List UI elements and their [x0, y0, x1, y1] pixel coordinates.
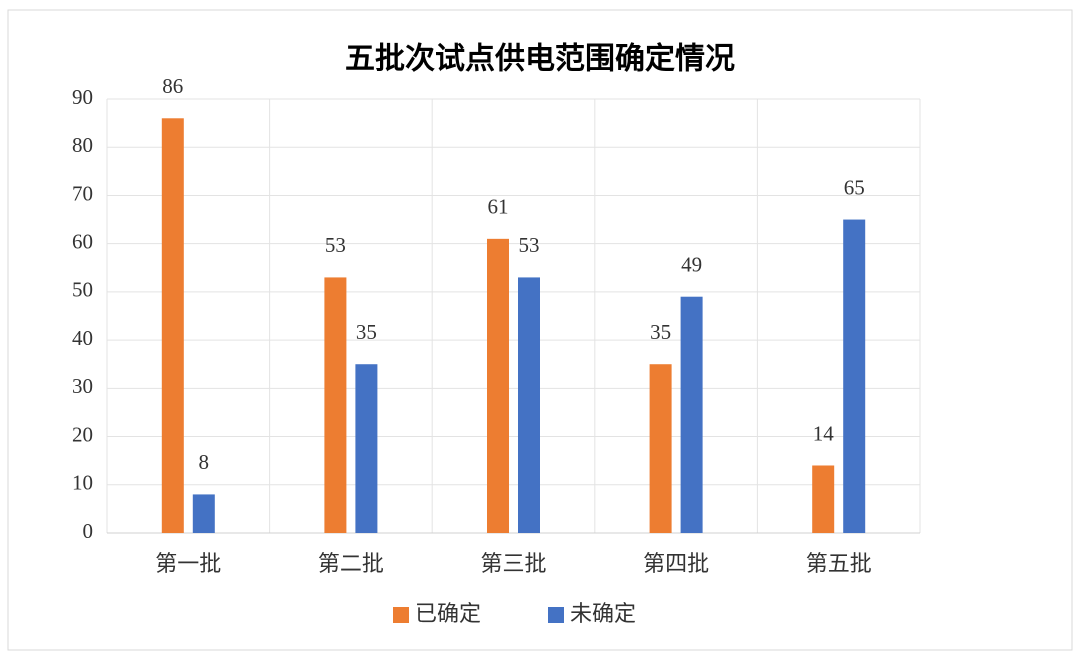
- legend-label: 已确定: [415, 602, 481, 627]
- bar: [812, 465, 835, 533]
- bar: [161, 118, 184, 534]
- y-tick-label: 90: [72, 85, 93, 109]
- data-label: 8: [199, 450, 210, 474]
- y-tick-label: 10: [72, 471, 93, 495]
- y-tick-label: 0: [83, 519, 94, 543]
- bar: [355, 364, 378, 533]
- y-tick-label: 40: [72, 326, 93, 350]
- bar: [680, 296, 703, 533]
- data-label: 61: [488, 195, 509, 219]
- bar: [324, 277, 347, 533]
- x-tick-label: 第四批: [643, 552, 709, 577]
- bar: [843, 219, 866, 534]
- data-label: 35: [356, 320, 377, 344]
- data-label: 65: [844, 175, 865, 199]
- bar: [649, 364, 672, 533]
- y-tick-label: 30: [72, 374, 93, 398]
- y-tick-label: 20: [72, 422, 93, 446]
- x-tick-label: 第三批: [480, 552, 546, 577]
- data-label: 53: [519, 233, 540, 257]
- x-tick-label: 第五批: [806, 552, 872, 577]
- y-tick-label: 60: [72, 229, 93, 253]
- data-label: 49: [681, 253, 702, 277]
- y-tick-label: 70: [72, 181, 93, 205]
- bar: [518, 277, 540, 533]
- data-label: 14: [813, 421, 835, 445]
- legend-swatch: [393, 607, 409, 623]
- chart-title: 五批次试点供电范围确定情况: [345, 42, 735, 77]
- legend-label: 未确定: [570, 602, 636, 627]
- x-tick-label: 第二批: [318, 552, 384, 577]
- data-label: 53: [325, 233, 346, 257]
- y-tick-label: 80: [72, 133, 93, 157]
- data-label: 35: [650, 320, 671, 344]
- y-tick-label: 50: [72, 278, 93, 302]
- bar: [192, 494, 215, 533]
- bar: [487, 238, 509, 533]
- x-tick-label: 第一批: [155, 552, 221, 577]
- legend-swatch: [548, 607, 564, 623]
- data-label: 86: [162, 74, 183, 98]
